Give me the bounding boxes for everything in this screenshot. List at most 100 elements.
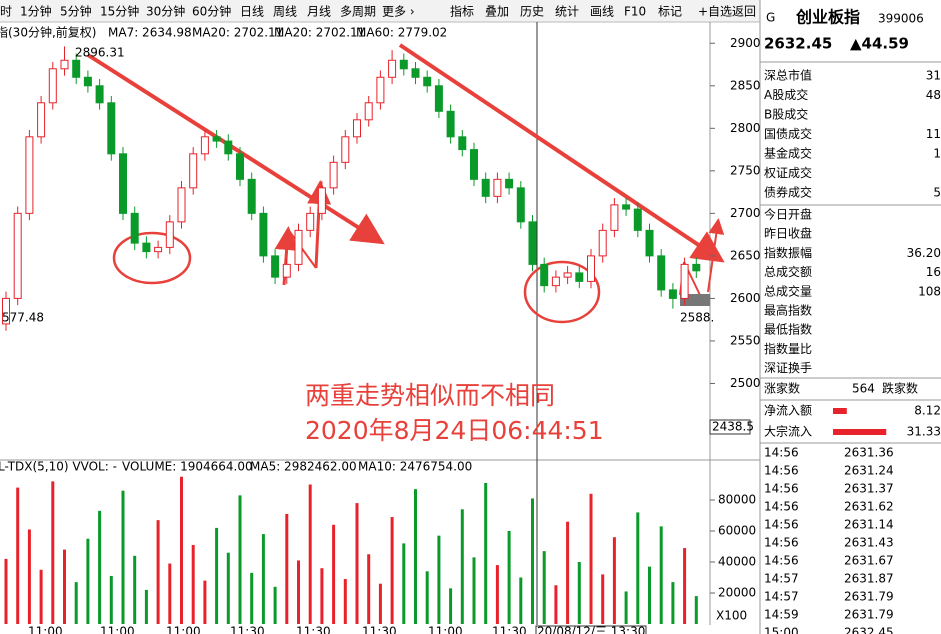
tool-button[interactable]: 统计 <box>555 5 579 19</box>
stat-value: 1 <box>933 147 941 161</box>
candle-body <box>259 212 268 257</box>
stat-value: 5 <box>933 186 941 200</box>
volume-bar <box>180 476 183 624</box>
tool-button[interactable]: 返回 <box>732 5 756 19</box>
candle-body <box>692 263 701 272</box>
y-tick-label: 2850 <box>730 78 761 92</box>
index-price: 2632.45 <box>764 35 832 53</box>
candle-body <box>60 59 69 70</box>
volume-bar <box>531 498 534 624</box>
period-tab[interactable]: 30分钟 <box>146 4 185 19</box>
time-label: 11:00 <box>166 625 201 634</box>
time-label: 11:30 <box>492 625 527 634</box>
price-annotation: 2896.31 <box>75 46 125 60</box>
volume-bar <box>460 509 464 624</box>
volume-bar <box>402 543 406 624</box>
period-tab[interactable]: 时 <box>0 5 12 19</box>
period-tab[interactable]: 1分钟 <box>20 4 52 19</box>
period-tab[interactable]: 月线 <box>307 5 331 19</box>
candle-body <box>341 136 350 163</box>
unit-label: X100 <box>716 609 747 623</box>
volume-bar <box>659 526 663 624</box>
annotations <box>86 43 725 324</box>
volume-bar <box>425 571 429 624</box>
y-tick-label: 2900 <box>730 36 761 50</box>
tick-price: 2631.37 <box>844 482 894 496</box>
volume-bar <box>683 548 687 624</box>
volume-bar <box>437 535 441 624</box>
tick-time: 14:59 <box>764 608 799 622</box>
tool-button[interactable]: 叠加 <box>485 5 509 19</box>
candle-body <box>107 102 116 155</box>
candle-body <box>37 102 46 138</box>
candle-body <box>505 178 514 189</box>
tool-button[interactable]: 标记 <box>658 5 682 19</box>
flow-bar <box>833 408 847 414</box>
candle-body <box>493 178 502 197</box>
stat-label: 基金成交 <box>764 146 812 161</box>
volume-bar <box>51 481 55 624</box>
volume-bar <box>519 577 523 624</box>
candle-body <box>282 263 291 278</box>
period-tab[interactable]: 5分钟 <box>60 4 92 19</box>
y-tick-label: 2550 <box>730 333 761 347</box>
stat-value: 36.20 <box>907 246 941 260</box>
volume-bar <box>144 589 148 624</box>
volume-bar <box>671 582 675 624</box>
tick-time: 14:57 <box>764 590 799 604</box>
tool-button[interactable]: F10 <box>624 5 646 19</box>
candle-body <box>633 208 642 231</box>
stat-label: 最低指数 <box>764 322 812 337</box>
period-tab[interactable]: 15分钟 <box>100 4 139 19</box>
volume-bar <box>390 517 394 624</box>
volume-bar <box>320 568 324 624</box>
period-tab[interactable]: 多周期 <box>340 5 376 19</box>
y-tick-label: 20000 <box>718 586 756 600</box>
volume-bar <box>378 583 382 624</box>
candle-body <box>306 212 315 231</box>
overlay-text: 2020年8月24日06:44:51 <box>305 416 604 445</box>
candle-body <box>587 255 595 282</box>
period-tab[interactable]: 60分钟 <box>192 4 231 19</box>
volume-bar <box>648 566 651 624</box>
candle-body <box>680 263 689 299</box>
time-box <box>535 625 647 634</box>
index-icon: G <box>766 11 775 25</box>
tick-price: 2631.24 <box>844 464 894 478</box>
period-tab[interactable]: 日线 <box>240 5 264 19</box>
tick-price: 2631.67 <box>844 554 894 568</box>
breadth: 564 <box>852 382 875 396</box>
legend-entry: MA20: 2702.11 <box>192 26 283 40</box>
candle-body <box>575 272 584 282</box>
flow-bar <box>833 429 887 435</box>
volume-bar <box>507 531 511 624</box>
volume-bar <box>109 575 113 624</box>
index-change: ▲44.59 <box>850 35 909 53</box>
tick-time: 14:56 <box>764 446 799 460</box>
period-tab[interactable]: 更多 › <box>382 5 415 19</box>
volume-bar <box>355 503 359 624</box>
flow-value: 8.12 <box>914 404 941 418</box>
tool-button[interactable]: 历史 <box>520 5 544 19</box>
volume-bar <box>589 493 593 624</box>
candle-body <box>388 59 397 78</box>
tick-time: 14:57 <box>764 572 799 586</box>
legend-entry: MA7: 2634.98 <box>108 26 192 40</box>
candle-body <box>376 76 385 104</box>
tick-time: 14:56 <box>764 536 799 550</box>
candle-body <box>294 229 303 265</box>
tool-button[interactable]: 指标 <box>450 4 474 19</box>
legend-entry: VOLUME: 1904664.00 <box>122 460 253 474</box>
volume-bar <box>636 512 640 624</box>
period-tab[interactable]: 周线 <box>273 5 297 19</box>
tick-time: 14:56 <box>764 500 799 514</box>
tick-time: 14:56 <box>764 554 799 568</box>
y-tick-label: 2500 <box>730 376 761 390</box>
volume-bar <box>297 560 300 624</box>
tool-button[interactable]: +自选 <box>698 5 732 19</box>
volume-bar <box>250 572 254 624</box>
crosshair-box <box>709 419 751 435</box>
candle-body <box>189 153 198 189</box>
tool-button[interactable]: 画线 <box>590 5 614 19</box>
tick-time: 15:00 <box>764 626 799 634</box>
